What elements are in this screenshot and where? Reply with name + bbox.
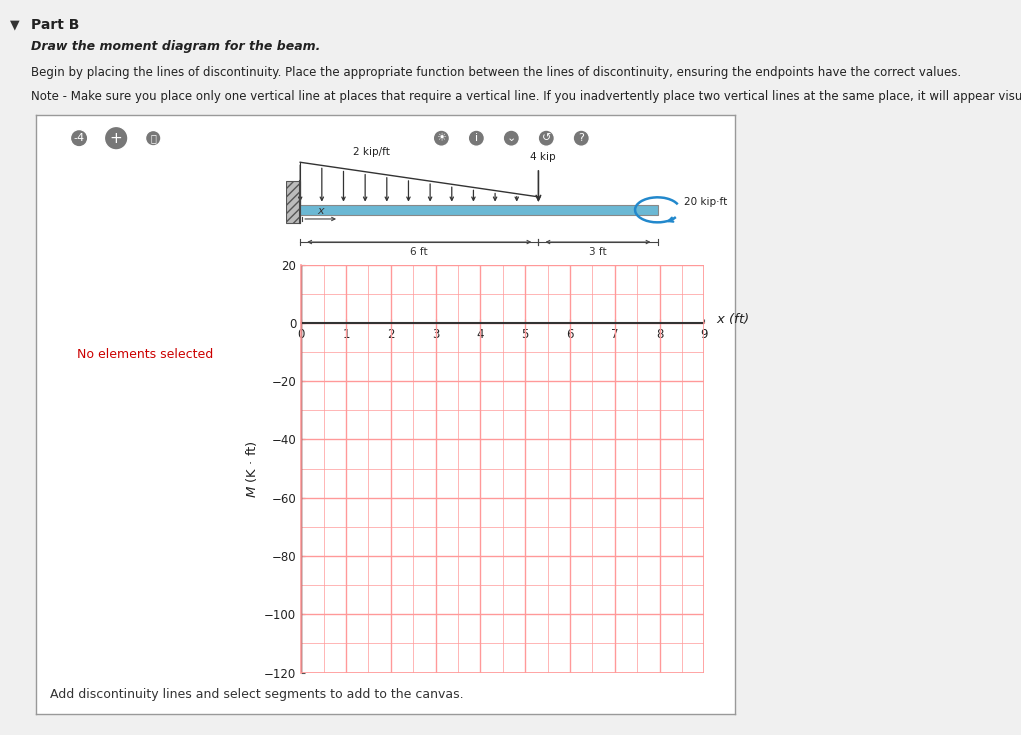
- Text: Add discontinuity lines and select segments to add to the canvas.: Add discontinuity lines and select segme…: [50, 688, 464, 700]
- Text: No elements selected: No elements selected: [78, 348, 213, 361]
- Text: ⬜: ⬜: [150, 133, 156, 143]
- Text: x: x: [318, 206, 324, 216]
- Text: 3 ft: 3 ft: [589, 247, 606, 257]
- Text: ↺: ↺: [541, 133, 551, 143]
- Text: ▼: ▼: [10, 18, 19, 32]
- Text: +: +: [110, 131, 123, 146]
- Text: Note - Make sure you place only one vertical line at places that require a verti: Note - Make sure you place only one vert…: [31, 90, 1021, 103]
- Text: ☀: ☀: [436, 133, 446, 143]
- Text: Part B: Part B: [31, 18, 79, 32]
- Text: 2 kip/ft: 2 kip/ft: [353, 148, 390, 157]
- Bar: [286, 181, 300, 223]
- FancyBboxPatch shape: [300, 204, 658, 215]
- Text: ?: ?: [578, 133, 584, 143]
- Text: $x$ (ft): $x$ (ft): [716, 311, 749, 326]
- Text: Begin by placing the lines of discontinuity. Place the appropriate function betw: Begin by placing the lines of discontinu…: [31, 66, 961, 79]
- Text: 6 ft: 6 ft: [410, 247, 428, 257]
- Text: ⌄: ⌄: [506, 133, 516, 143]
- Text: 20 kip·ft: 20 kip·ft: [684, 197, 727, 207]
- Text: -4: -4: [74, 133, 85, 143]
- Text: i: i: [475, 133, 478, 143]
- Text: 4 kip: 4 kip: [530, 152, 555, 162]
- Text: Draw the moment diagram for the beam.: Draw the moment diagram for the beam.: [31, 40, 320, 54]
- Y-axis label: $M$ (K · ft): $M$ (K · ft): [244, 440, 258, 498]
